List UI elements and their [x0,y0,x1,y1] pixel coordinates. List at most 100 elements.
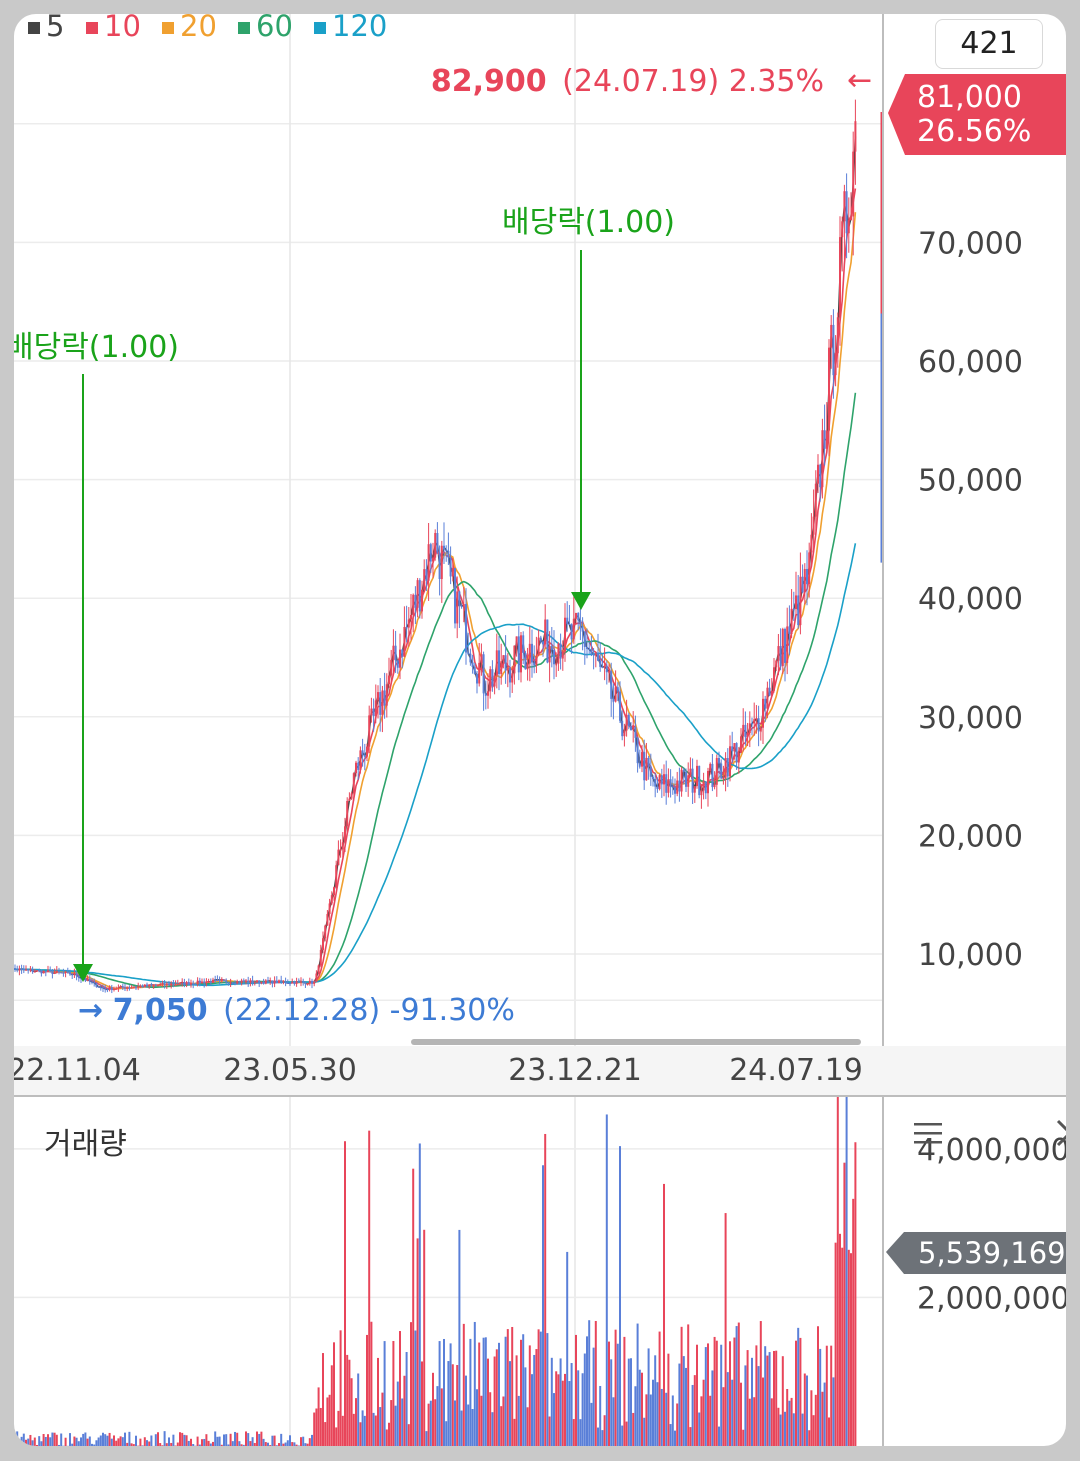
candle-body [392,645,395,660]
candle-body [641,752,643,767]
candle-body [733,743,736,752]
volume-bar [828,1417,830,1446]
volume-bar [740,1382,742,1446]
candle-body [84,978,87,981]
candle-body [289,983,291,985]
candle-body [352,773,355,794]
candle-body [27,969,30,971]
candle-body [729,746,731,777]
candle-body [465,604,467,653]
candle-body [99,987,102,989]
candle-body [438,552,441,580]
volume-bar [104,1434,107,1446]
volume-bar [185,1435,188,1446]
volume-bar [836,1093,839,1446]
volume-bar [803,1373,806,1446]
candle-body [275,980,278,984]
volume-bar [660,1388,663,1446]
ma-line-20 [14,212,857,990]
volume-bar [227,1444,230,1446]
volume-bar [132,1444,135,1446]
candle-body [25,969,27,971]
horizontal-scrollbar[interactable] [411,1039,861,1045]
volume-bar [471,1409,474,1446]
candle-body [286,982,289,984]
price-tick-label: 70,000 [918,226,1023,261]
volume-bar [458,1229,461,1446]
candle-body [495,650,498,676]
ma-line-60 [14,392,857,989]
candle-body [381,690,384,715]
volume-bar [843,1162,846,1446]
candle-body [262,981,265,984]
ma-legend: 5 10 20 60 120 [28,14,387,43]
candle-body [847,220,850,234]
volume-bar [814,1394,817,1446]
volume-bar [786,1388,789,1446]
hamburger-menu-icon[interactable] [912,1119,946,1149]
volume-bar [764,1346,767,1446]
volume-bar [623,1336,626,1446]
candle-body [341,842,344,850]
volume-bar [410,1322,412,1446]
candle-body [841,221,844,238]
candle-body [225,980,228,983]
period-count-box[interactable]: 421 [935,19,1043,69]
candle-body [746,732,749,738]
candle-body [18,968,21,971]
candle-body [302,981,305,983]
candle-body [223,979,225,981]
volume-bar [583,1353,586,1446]
candle-body [469,653,472,663]
candle-body [808,552,811,585]
volume-bar [205,1434,208,1446]
candle-body [40,970,43,974]
volume-bar [781,1356,784,1446]
candle-body [421,589,423,612]
legend-swatch [314,22,326,34]
stock-chart-svg[interactable]: 10,000 20,000 30,000 40,000 50,000 60,000 70,0… [14,14,1066,1446]
volume-bar [438,1341,441,1446]
volume-bar [143,1437,146,1446]
volume-bar [434,1399,437,1446]
volume-bar [806,1375,808,1446]
volume-bar [337,1410,340,1446]
candle-body [795,595,797,610]
candle-body [264,980,267,984]
volume-bar [58,1444,60,1446]
date-axis-strip [14,1046,1066,1096]
candle-body [401,649,404,657]
volume-bar [590,1402,593,1446]
volume-bar [271,1435,274,1446]
volume-bar [40,1441,43,1446]
candle-body [33,971,36,973]
volume-bar [469,1338,472,1446]
candle-body [128,987,131,989]
volume-bar [33,1437,36,1446]
candle-body [379,692,382,715]
candle-body [579,620,582,627]
volume-bar [700,1396,703,1446]
candle-body [801,576,804,593]
price-tick-label: 60,000 [918,345,1023,380]
candle-body [187,982,190,985]
candle-body [493,675,496,687]
candle-body [850,216,852,221]
volume-bar [339,1330,342,1446]
low-price: 7,050 [113,993,208,1028]
volume-bar [51,1432,54,1446]
close-icon[interactable] [1052,1115,1066,1151]
volume-bar [341,1415,344,1446]
volume-bar [385,1429,388,1446]
volume-bar [691,1384,694,1446]
candle-body [722,777,725,779]
volume-bar [284,1442,287,1446]
volume-bar [854,1142,857,1446]
candle-body [533,662,536,666]
candle-body [460,606,463,608]
volume-bar [128,1431,131,1446]
candle-body [570,624,573,640]
candle-body [357,762,360,770]
candle-body [775,660,778,668]
candle-body [462,604,465,607]
